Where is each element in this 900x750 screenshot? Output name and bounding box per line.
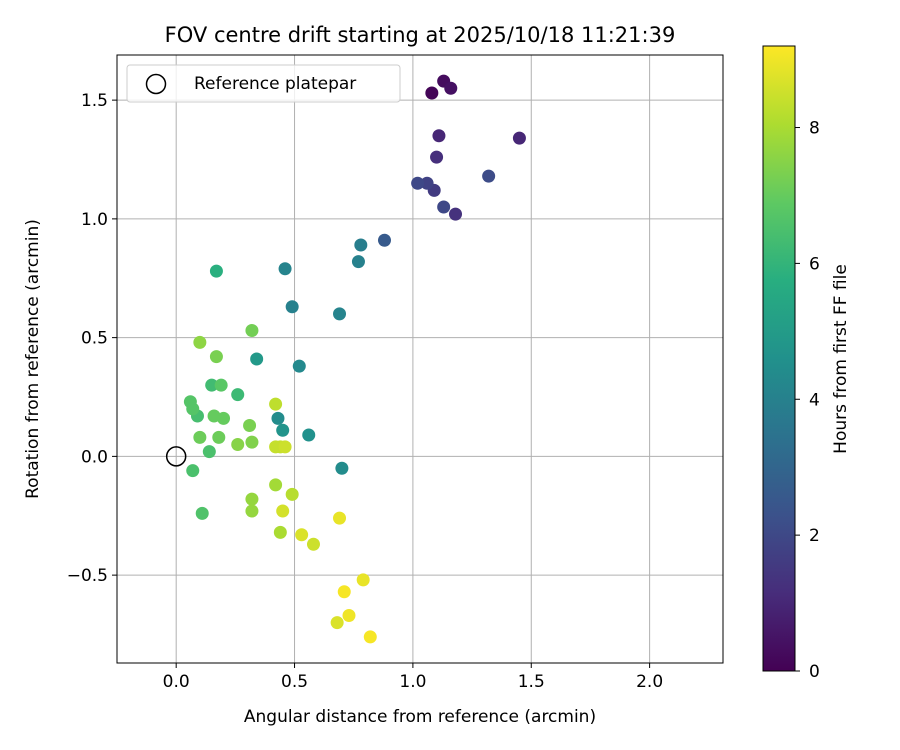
data-point xyxy=(250,352,264,366)
colorbar-label: Hours from first FF file xyxy=(831,264,851,454)
x-tick-label: 1.5 xyxy=(518,672,545,692)
data-point xyxy=(285,487,299,501)
x-tick-label: 1.0 xyxy=(399,672,426,692)
data-points xyxy=(165,74,526,644)
data-point xyxy=(214,378,228,392)
data-point xyxy=(278,262,292,276)
data-point xyxy=(269,478,283,492)
data-point xyxy=(420,176,434,190)
data-point xyxy=(193,335,207,349)
data-point xyxy=(186,402,200,416)
data-point xyxy=(195,506,209,520)
x-tick-label: 0.5 xyxy=(281,672,308,692)
data-point xyxy=(245,492,259,506)
data-point xyxy=(231,438,245,451)
data-point xyxy=(342,609,356,622)
data-point xyxy=(306,537,320,551)
legend-marker-icon xyxy=(145,73,167,95)
data-point xyxy=(273,525,287,539)
data-point xyxy=(302,428,316,442)
data-point xyxy=(245,435,259,449)
colorbar-tick-label: 8 xyxy=(809,119,820,139)
data-point xyxy=(245,504,259,518)
data-point xyxy=(335,461,349,475)
colorbar-tick-label: 0 xyxy=(809,662,820,682)
data-point xyxy=(356,573,370,587)
data-point xyxy=(430,150,444,164)
data-point xyxy=(449,207,463,221)
y-tick-label: 0.0 xyxy=(81,447,108,467)
data-point xyxy=(292,359,306,373)
plot-frame xyxy=(116,54,724,664)
colorbar: 0 2 4 6 8 Hours from first FF file xyxy=(762,45,851,682)
reference-platepar-marker xyxy=(165,446,187,467)
y-axis-ticks: −0.5 0.0 0.5 1.0 1.5 xyxy=(67,91,117,586)
chart-title: FOV centre drift starting at 2025/10/18 … xyxy=(165,23,676,47)
data-point xyxy=(333,511,347,525)
data-point xyxy=(351,255,365,269)
data-point xyxy=(186,464,200,478)
data-point xyxy=(425,86,439,100)
data-point xyxy=(444,81,458,95)
data-point xyxy=(354,238,368,252)
colorbar-tick-label: 6 xyxy=(809,254,820,274)
data-point xyxy=(337,585,351,599)
data-point xyxy=(193,430,207,444)
data-point xyxy=(482,169,496,183)
data-point xyxy=(512,131,526,145)
data-point xyxy=(271,411,285,425)
data-point xyxy=(269,397,283,411)
data-point xyxy=(285,300,299,314)
legend-label: Reference platepar xyxy=(194,74,356,94)
data-point xyxy=(276,504,290,518)
y-axis-label: Rotation from reference (arcmin) xyxy=(23,219,43,499)
data-point xyxy=(278,440,292,454)
x-axis-label: Angular distance from reference (arcmin) xyxy=(244,707,596,727)
data-point xyxy=(432,129,446,143)
data-point xyxy=(207,409,221,423)
data-point xyxy=(205,378,219,392)
data-point xyxy=(212,430,226,444)
y-tick-label: −0.5 xyxy=(67,566,108,586)
data-point xyxy=(295,528,309,542)
data-point xyxy=(377,233,391,247)
colorbar-tick-label: 4 xyxy=(809,390,820,410)
y-tick-label: 1.0 xyxy=(81,210,108,230)
colorbar-gradient xyxy=(762,45,796,672)
y-tick-label: 0.5 xyxy=(81,329,108,349)
colorbar-ticks: 0 2 4 6 8 xyxy=(795,119,820,682)
data-point xyxy=(411,176,425,190)
data-point xyxy=(243,419,257,432)
x-axis-ticks: 0.0 0.5 1.0 1.5 2.0 xyxy=(163,663,663,692)
y-tick-label: 1.5 xyxy=(81,91,108,111)
data-point xyxy=(330,616,344,630)
data-point xyxy=(333,307,347,321)
data-point xyxy=(202,445,216,459)
data-point xyxy=(276,423,290,437)
x-tick-label: 2.0 xyxy=(636,672,663,692)
legend-box xyxy=(126,64,401,103)
grid-lines xyxy=(117,55,723,663)
data-point xyxy=(363,630,377,644)
data-point xyxy=(209,350,223,364)
colorbar-tick-label: 2 xyxy=(809,526,820,546)
legend: Reference platepar xyxy=(126,64,401,103)
x-tick-label: 0.0 xyxy=(163,672,190,692)
data-point xyxy=(437,200,451,214)
data-point xyxy=(231,388,245,402)
data-point xyxy=(245,324,259,337)
data-point xyxy=(209,264,223,278)
